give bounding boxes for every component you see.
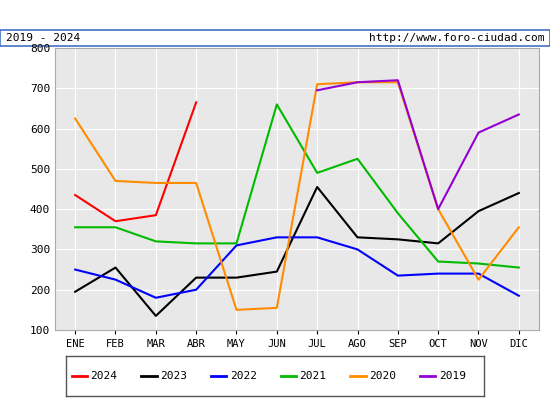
Text: 2019 - 2024: 2019 - 2024: [6, 33, 80, 43]
Text: 2021: 2021: [299, 371, 326, 381]
Text: 2024: 2024: [90, 371, 117, 381]
Text: http://www.foro-ciudad.com: http://www.foro-ciudad.com: [369, 33, 544, 43]
Text: 2019: 2019: [439, 371, 466, 381]
Text: Evolucion Nº Turistas Nacionales en el municipio de Pontós: Evolucion Nº Turistas Nacionales en el m…: [43, 8, 507, 22]
Text: 2022: 2022: [230, 371, 257, 381]
Text: 2020: 2020: [369, 371, 396, 381]
Text: 2023: 2023: [160, 371, 187, 381]
